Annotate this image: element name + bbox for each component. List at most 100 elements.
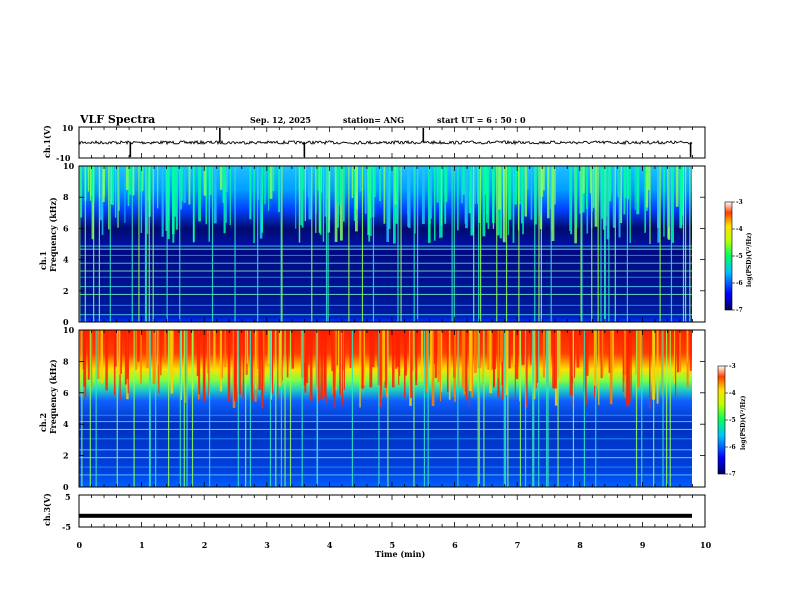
- spectral-streak: [448, 330, 451, 400]
- spectral-streak: [308, 330, 310, 365]
- spectral-streak: [671, 166, 674, 243]
- sferic-line: [133, 330, 135, 487]
- sferic-line: [557, 330, 559, 487]
- time-tick-label: 6: [452, 540, 458, 550]
- spectral-streak: [525, 330, 528, 408]
- spectral-streak: [342, 166, 345, 222]
- spectral-streak: [489, 330, 493, 394]
- spectral-streak: [681, 166, 684, 216]
- spectral-streak: [278, 166, 281, 213]
- spectral-streak: [668, 166, 671, 228]
- spectral-streak: [146, 166, 149, 235]
- spectral-streak: [474, 166, 476, 204]
- spectral-streak: [198, 330, 201, 395]
- spectral-streak: [482, 166, 486, 237]
- spectral-streak: [196, 330, 199, 376]
- spectral-streak: [343, 330, 346, 390]
- spectral-streak: [649, 330, 651, 409]
- spectral-streak: [627, 166, 630, 200]
- spectral-streak: [505, 330, 508, 395]
- spectral-line: [79, 293, 692, 295]
- spectral-streak: [591, 166, 593, 212]
- spectral-streak: [277, 330, 279, 400]
- spectral-streak: [140, 330, 142, 384]
- spectral-streak: [441, 166, 443, 226]
- ch1-colorbar-ticks: -3 -4 -5 -6 -7: [732, 199, 743, 314]
- ch3-voltage-ylabel: ch.3(V): [42, 493, 52, 526]
- spectral-streak: [342, 330, 345, 370]
- sferic-line: [416, 166, 419, 322]
- colorbar-tick-label: -5: [736, 253, 743, 260]
- spectral-streak: [547, 166, 550, 219]
- time-tick-label: 4: [327, 540, 333, 550]
- spectral-streak: [152, 330, 156, 385]
- spectral-streak: [399, 330, 401, 376]
- sferic-line: [413, 166, 415, 322]
- spectral-streak: [181, 166, 183, 201]
- spectral-streak: [513, 330, 516, 366]
- spectral-streak: [232, 330, 236, 408]
- spectral-streak: [79, 330, 81, 397]
- colorbar-tick-label: -3: [729, 363, 736, 370]
- ytick-label: 10: [63, 325, 75, 335]
- sferic-line: [480, 166, 482, 322]
- sferic-line: [540, 166, 542, 322]
- spectral-streak: [675, 166, 679, 207]
- spectral-line: [79, 438, 692, 440]
- sferic-line: [581, 166, 583, 322]
- ch1-spectrogram-ylabel-frequency: Frequency (kHz): [48, 197, 58, 272]
- spectral-streak: [108, 166, 110, 230]
- sferic-line: [423, 330, 426, 487]
- sferic-line: [245, 330, 247, 487]
- sferic-line: [183, 330, 185, 487]
- spectral-streak: [425, 330, 428, 392]
- sferic-line: [550, 166, 552, 322]
- spectral-streak: [274, 330, 276, 364]
- spectral-streak: [552, 330, 555, 389]
- spectral-streak: [439, 330, 442, 402]
- sferic-line: [635, 330, 638, 487]
- spectral-streak: [89, 166, 92, 201]
- sferic-line: [626, 166, 629, 322]
- spectral-line: [79, 449, 692, 451]
- sferic-line: [372, 166, 375, 322]
- ch1-spectrogram-ylabel-channel: ch.1: [38, 251, 48, 270]
- spectral-streak: [476, 166, 479, 204]
- ytick-label: 2: [63, 451, 69, 461]
- sferic-line: [614, 166, 616, 322]
- spectral-streak: [317, 166, 320, 191]
- spectral-streak: [584, 330, 587, 406]
- spectral-streak: [246, 330, 249, 364]
- spectral-streak: [269, 166, 273, 199]
- ytick-label: 2: [63, 286, 69, 296]
- spectral-streak: [309, 330, 313, 401]
- sferic-line: [483, 330, 485, 487]
- spectral-streak: [551, 166, 555, 242]
- sferic-line: [89, 330, 91, 487]
- ch2-colorbar-ticks: -3 -4 -5 -6 -7: [725, 363, 736, 478]
- spectral-streak: [336, 330, 339, 366]
- spectral-streak: [157, 330, 160, 366]
- sferic-line: [144, 166, 147, 322]
- spectral-streak: [446, 330, 449, 393]
- sferic-line: [93, 166, 95, 322]
- sferic-line: [234, 166, 236, 322]
- spectral-streak: [169, 330, 171, 374]
- sferic-line: [547, 330, 549, 487]
- ytick-label: 0: [63, 482, 69, 492]
- sferic-line: [583, 330, 585, 487]
- spectral-streak: [325, 330, 327, 404]
- sferic-line: [281, 166, 283, 322]
- spectral-streak: [110, 166, 112, 205]
- spectral-streak: [304, 330, 307, 393]
- sferic-line: [534, 166, 536, 322]
- spectral-streak: [353, 166, 356, 221]
- spectral-streak: [125, 166, 129, 190]
- spectral-streak: [340, 330, 343, 366]
- spectral-streak: [487, 330, 490, 370]
- spectral-streak: [497, 330, 500, 379]
- spectral-streak: [518, 166, 521, 205]
- ch2-colorbar-label: log(PSD)(V²/Hz): [740, 395, 747, 450]
- spectral-streak: [260, 166, 262, 209]
